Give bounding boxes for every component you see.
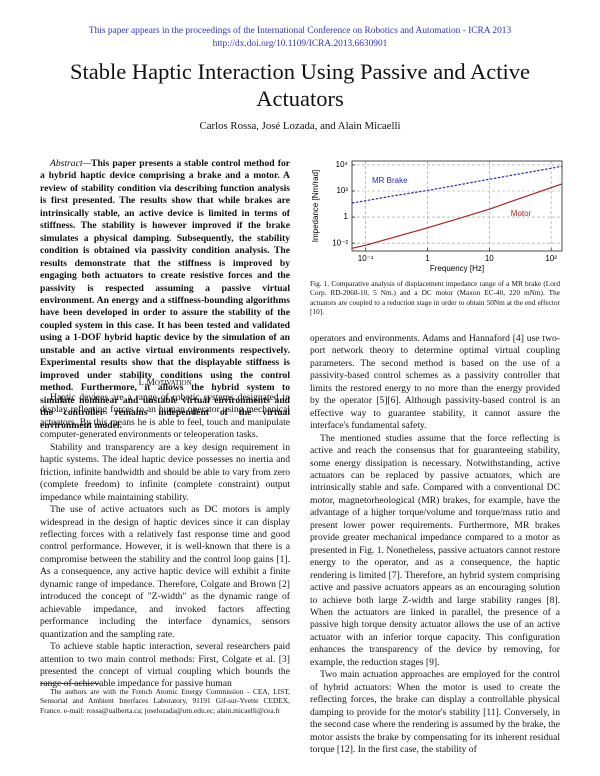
x-tick-label: 10²: [545, 254, 557, 263]
x-tick-label: 10⁻¹: [358, 254, 374, 263]
section-heading: I. Motivation: [138, 377, 192, 388]
series-line: [351, 183, 563, 249]
x-tick-label: 10: [485, 254, 494, 263]
figure: 10⁻² 1 10² 10⁴ 10⁻¹ 1 10 10² Frequency [Hz] Imped…: [311, 160, 563, 273]
header-line: This paper appears in the proceedings of…: [88, 26, 512, 36]
figure-caption: Fig. 1. Comparative analysis of displace…: [310, 279, 560, 317]
title: Stable Haptic Interaction Using Passive …: [70, 59, 530, 111]
abstract-label: Abstract—: [50, 158, 92, 169]
left-column: Haptic devices are a range of robotic sy…: [40, 392, 290, 691]
paragraph: To achieve stable haptic interaction, se…: [40, 641, 290, 690]
footnote: The authors are with the French Atomic E…: [40, 687, 290, 715]
y-tick-label: 10²: [336, 186, 348, 195]
right-column: operators and environments. Adams and Ha…: [310, 333, 560, 756]
y-tick-label: 1: [344, 212, 349, 221]
y-tick-label: 10⁻²: [332, 238, 348, 247]
plot-frame: [351, 160, 563, 252]
abstract: Abstract—This paper presents a stable co…: [40, 158, 290, 432]
paragraph: The use of active actuators such as DC m…: [40, 504, 290, 640]
abstract-text: This paper presents a stable control met…: [40, 158, 290, 431]
series-label: Motor: [511, 209, 532, 218]
series-label: MR Brake: [372, 176, 408, 185]
authors: Carlos Rossa, José Lozada, and Alain Mic…: [199, 120, 401, 132]
y-tick-label: 10⁴: [336, 160, 349, 169]
header-doi: http://dx.doi.org/10.1109/ICRA.2013.6630…: [212, 39, 388, 49]
x-axis-label: Frequency [Hz]: [430, 264, 484, 273]
paragraph: The mentioned studies assume that the fo…: [310, 432, 560, 668]
paragraph: operators and environments. Adams and Ha…: [310, 333, 560, 432]
footnote-rule: [40, 683, 100, 684]
paragraph: Haptic devices are a range of robotic sy…: [40, 392, 290, 441]
y-axis-label: Impedance [Nm/rad]: [311, 170, 320, 242]
x-tick-label: 1: [425, 254, 430, 263]
paragraph: Stability and transparency are a key des…: [40, 441, 290, 503]
paragraph: Two main actuation approaches are employ…: [310, 669, 560, 755]
